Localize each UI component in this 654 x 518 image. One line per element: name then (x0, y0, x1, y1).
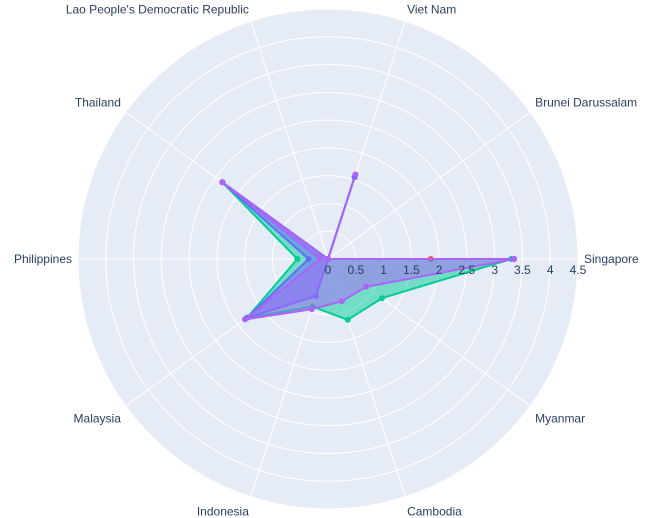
radial-tick-label: 0 (325, 263, 332, 277)
data-point-cambodia (344, 316, 351, 323)
radial-tick-label: 4 (547, 263, 554, 277)
axis-label-myanmar: Myanmar (535, 412, 585, 426)
radial-tick-label: 1.5 (403, 263, 420, 277)
data-point-singapore (511, 256, 518, 262)
axis-label-lao-people-s-democratic-republic: Lao People's Democratic Republic (66, 3, 249, 17)
axis-label-singapore: Singapore (584, 252, 639, 266)
series-4 (219, 171, 518, 323)
axis-label-viet-nam: Viet Nam (407, 3, 456, 17)
radial-tick-label: 3.5 (514, 263, 531, 277)
axis-label-malaysia: Malaysia (74, 412, 122, 426)
data-point-philippines (316, 256, 323, 262)
radial-tick-label: 1 (380, 263, 387, 277)
axis-label-brunei-darussalam: Brunei Darussalam (535, 96, 637, 110)
axis-label-indonesia: Indonesia (197, 505, 249, 518)
data-point-myanmar (363, 283, 370, 290)
data-point-thailand (219, 179, 226, 186)
radial-tick-labels: 0 0.5 1 1.5 2 2.5 3 3.5 4 4.5 (325, 263, 587, 277)
data-point-malaysia (241, 316, 248, 323)
data-point-indonesia (308, 306, 315, 313)
angular-gridline (327, 111, 531, 260)
data-point-philippines (294, 256, 301, 262)
radial-tick-label: 3 (491, 263, 498, 277)
axis-label-thailand: Thailand (75, 96, 121, 110)
radial-tick-label: 4.5 (570, 263, 587, 277)
angular-gridline (250, 21, 329, 260)
radial-tick-label: 2.5 (459, 263, 476, 277)
data-point-philippines (305, 256, 312, 262)
data-point-cambodia (338, 298, 345, 305)
radial-tick-label: 2 (436, 263, 443, 277)
series-layer (219, 171, 518, 323)
data-point-viet-nam (352, 171, 359, 178)
data-point-myanmar (378, 295, 385, 302)
data-point-lao-people-s-democratic-republic (325, 256, 331, 262)
axis-label-philippines: Philippines (14, 252, 72, 266)
axis-label-cambodia: Cambodia (407, 505, 462, 518)
angular-axis-labels: Singapore Brunei Darussalam Viet Nam Lao Pe… (14, 3, 639, 518)
radial-tick-label: 0.5 (347, 263, 364, 277)
